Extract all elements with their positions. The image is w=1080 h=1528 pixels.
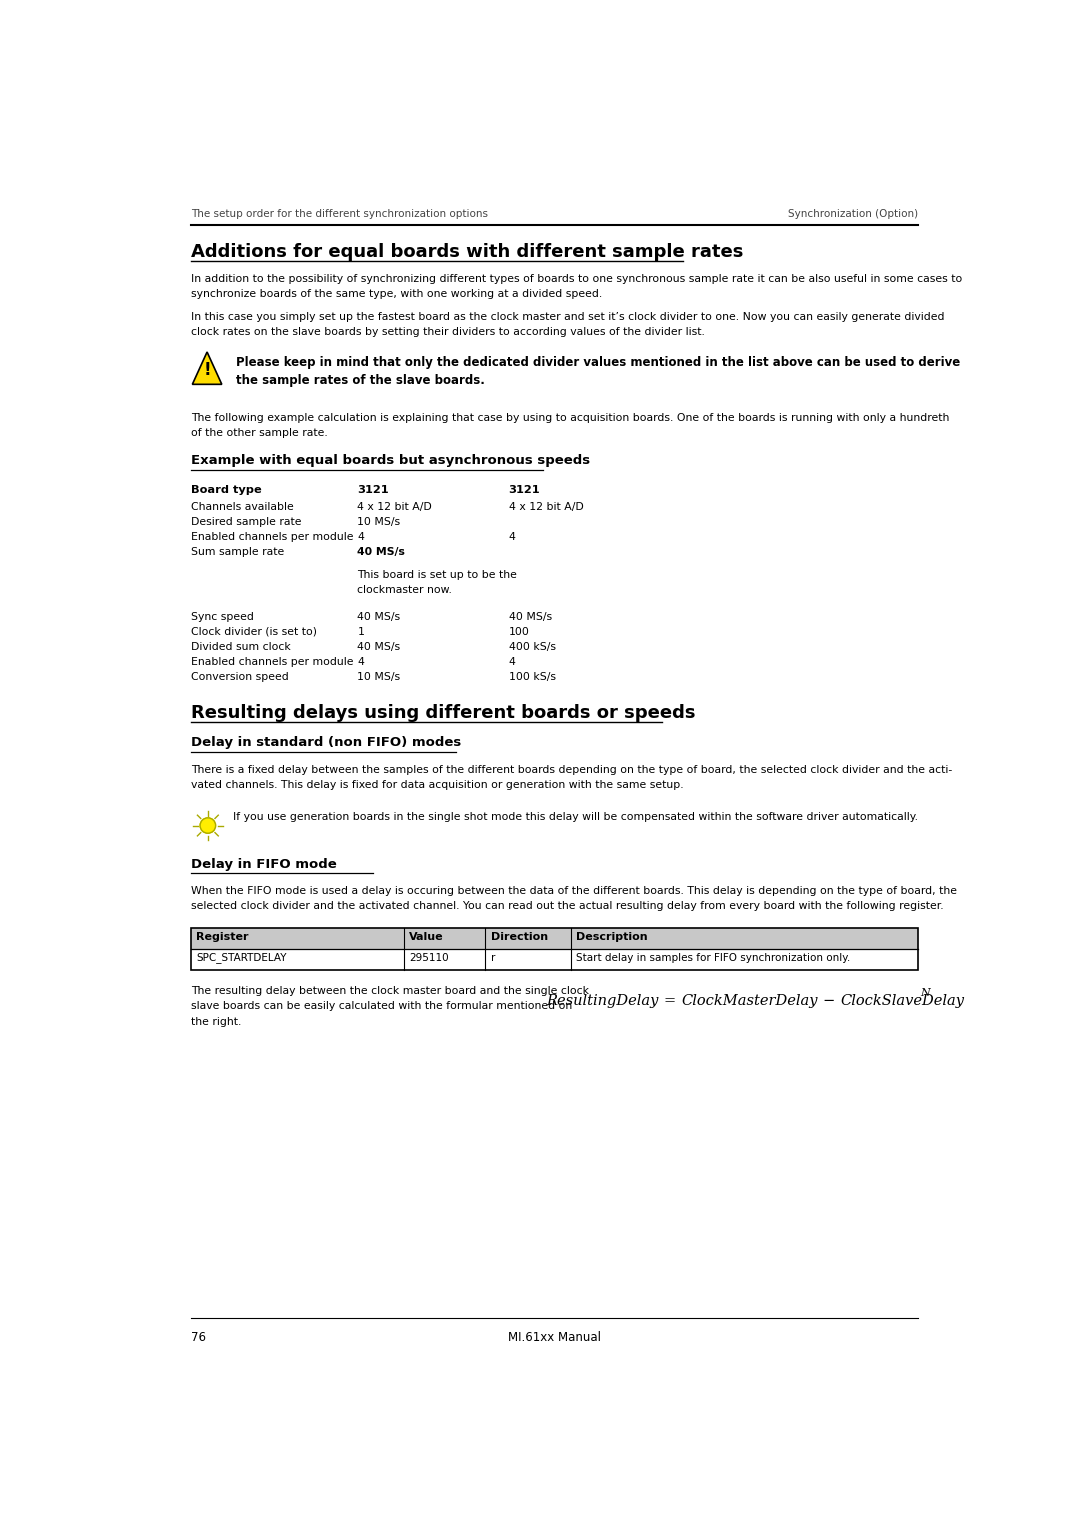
Text: Value: Value <box>409 932 444 941</box>
Text: Enabled channels per module: Enabled channels per module <box>191 657 353 666</box>
Text: Example with equal boards but asynchronous speeds: Example with equal boards but asynchrono… <box>191 454 590 468</box>
Bar <box>191 927 918 970</box>
Text: r: r <box>490 952 495 963</box>
Text: In this case you simply set up the fastest board as the clock master and set it’: In this case you simply set up the faste… <box>191 312 944 322</box>
Text: 10 MS/s: 10 MS/s <box>357 672 401 681</box>
Text: Board type: Board type <box>191 486 261 495</box>
Text: Resulting delays using different boards or speeds: Resulting delays using different boards … <box>191 704 696 721</box>
Text: Register: Register <box>197 932 248 941</box>
Text: Desired sample rate: Desired sample rate <box>191 516 301 527</box>
Text: 295110: 295110 <box>409 952 449 963</box>
Text: 40 MS/s: 40 MS/s <box>509 611 552 622</box>
Text: 10 MS/s: 10 MS/s <box>357 516 401 527</box>
Text: In addition to the possibility of synchronizing different types of boards to one: In addition to the possibility of synchr… <box>191 274 962 284</box>
Text: SPC_STARTDELAY: SPC_STARTDELAY <box>197 952 286 964</box>
Text: 4 x 12 bit A/D: 4 x 12 bit A/D <box>509 501 583 512</box>
Text: This board is set up to be the: This board is set up to be the <box>357 570 517 579</box>
Text: If you use generation boards in the single shot mode this delay will be compensa: If you use generation boards in the sing… <box>233 811 918 822</box>
Text: Direction: Direction <box>490 932 548 941</box>
Text: Additions for equal boards with different sample rates: Additions for equal boards with differen… <box>191 243 743 261</box>
Text: clockmaster now.: clockmaster now. <box>357 585 453 594</box>
Text: There is a fixed delay between the samples of the different boards depending on : There is a fixed delay between the sampl… <box>191 764 953 775</box>
Text: 4: 4 <box>357 657 364 666</box>
Text: 4: 4 <box>509 532 515 542</box>
Text: 3121: 3121 <box>357 486 389 495</box>
Text: 4 x 12 bit A/D: 4 x 12 bit A/D <box>357 501 432 512</box>
Text: Delay in standard (non FIFO) modes: Delay in standard (non FIFO) modes <box>191 736 461 749</box>
Text: vated channels. This delay is fixed for data acquisition or generation with the : vated channels. This delay is fixed for … <box>191 779 684 790</box>
Text: =: = <box>663 995 676 1008</box>
Text: Clock divider (is set to): Clock divider (is set to) <box>191 626 316 637</box>
Text: selected clock divider and the activated channel. You can read out the actual re: selected clock divider and the activated… <box>191 902 944 911</box>
Text: Conversion speed: Conversion speed <box>191 672 288 681</box>
Text: When the FIFO mode is used a delay is occuring between the data of the different: When the FIFO mode is used a delay is oc… <box>191 886 957 897</box>
Text: The following example calculation is explaining that case by using to acquisitio: The following example calculation is exp… <box>191 413 949 423</box>
Text: 400 kS/s: 400 kS/s <box>509 642 555 652</box>
Text: the sample rates of the slave boards.: the sample rates of the slave boards. <box>235 373 485 387</box>
Text: 100: 100 <box>509 626 529 637</box>
Text: 4: 4 <box>509 657 515 666</box>
Text: 40 MS/s: 40 MS/s <box>357 611 401 622</box>
Text: ClockMasterDelay: ClockMasterDelay <box>681 995 818 1008</box>
Text: Divided sum clock: Divided sum clock <box>191 642 291 652</box>
Text: Sum sample rate: Sum sample rate <box>191 547 284 556</box>
Polygon shape <box>192 351 221 385</box>
Text: Start delay in samples for FIFO synchronization only.: Start delay in samples for FIFO synchron… <box>576 952 850 963</box>
Text: Please keep in mind that only the dedicated divider values mentioned in the list: Please keep in mind that only the dedica… <box>235 356 960 368</box>
Circle shape <box>200 817 216 833</box>
Text: 40 MS/s: 40 MS/s <box>357 642 401 652</box>
Text: 3121: 3121 <box>509 486 540 495</box>
Text: clock rates on the slave boards by setting their dividers to according values of: clock rates on the slave boards by setti… <box>191 327 704 338</box>
Text: Sync speed: Sync speed <box>191 611 254 622</box>
Text: N: N <box>920 989 930 998</box>
Text: The setup order for the different synchronization options: The setup order for the different synchr… <box>191 209 488 219</box>
Text: synchronize boards of the same type, with one working at a divided speed.: synchronize boards of the same type, wit… <box>191 289 602 299</box>
Text: Description: Description <box>576 932 648 941</box>
Text: 1: 1 <box>357 626 364 637</box>
Text: 4: 4 <box>357 532 364 542</box>
Text: 100 kS/s: 100 kS/s <box>509 672 555 681</box>
Text: slave boards can be easily calculated with the formular mentioned on: slave boards can be easily calculated wi… <box>191 1001 572 1012</box>
Text: ResultingDelay: ResultingDelay <box>545 995 658 1008</box>
Text: !: ! <box>203 361 211 379</box>
Text: −: − <box>823 995 835 1008</box>
Bar <box>191 927 918 949</box>
Text: ClockSlaveDelay: ClockSlaveDelay <box>840 995 964 1008</box>
Text: the right.: the right. <box>191 1016 241 1027</box>
Text: Channels available: Channels available <box>191 501 294 512</box>
Text: The resulting delay between the clock master board and the single clock: The resulting delay between the clock ma… <box>191 987 589 996</box>
Text: 76: 76 <box>191 1331 206 1343</box>
Text: Delay in FIFO mode: Delay in FIFO mode <box>191 857 337 871</box>
Text: MI.61xx Manual: MI.61xx Manual <box>508 1331 600 1343</box>
Text: 40 MS/s: 40 MS/s <box>357 547 405 556</box>
Text: Enabled channels per module: Enabled channels per module <box>191 532 353 542</box>
Text: Synchronization (Option): Synchronization (Option) <box>787 209 918 219</box>
Text: of the other sample rate.: of the other sample rate. <box>191 428 327 439</box>
